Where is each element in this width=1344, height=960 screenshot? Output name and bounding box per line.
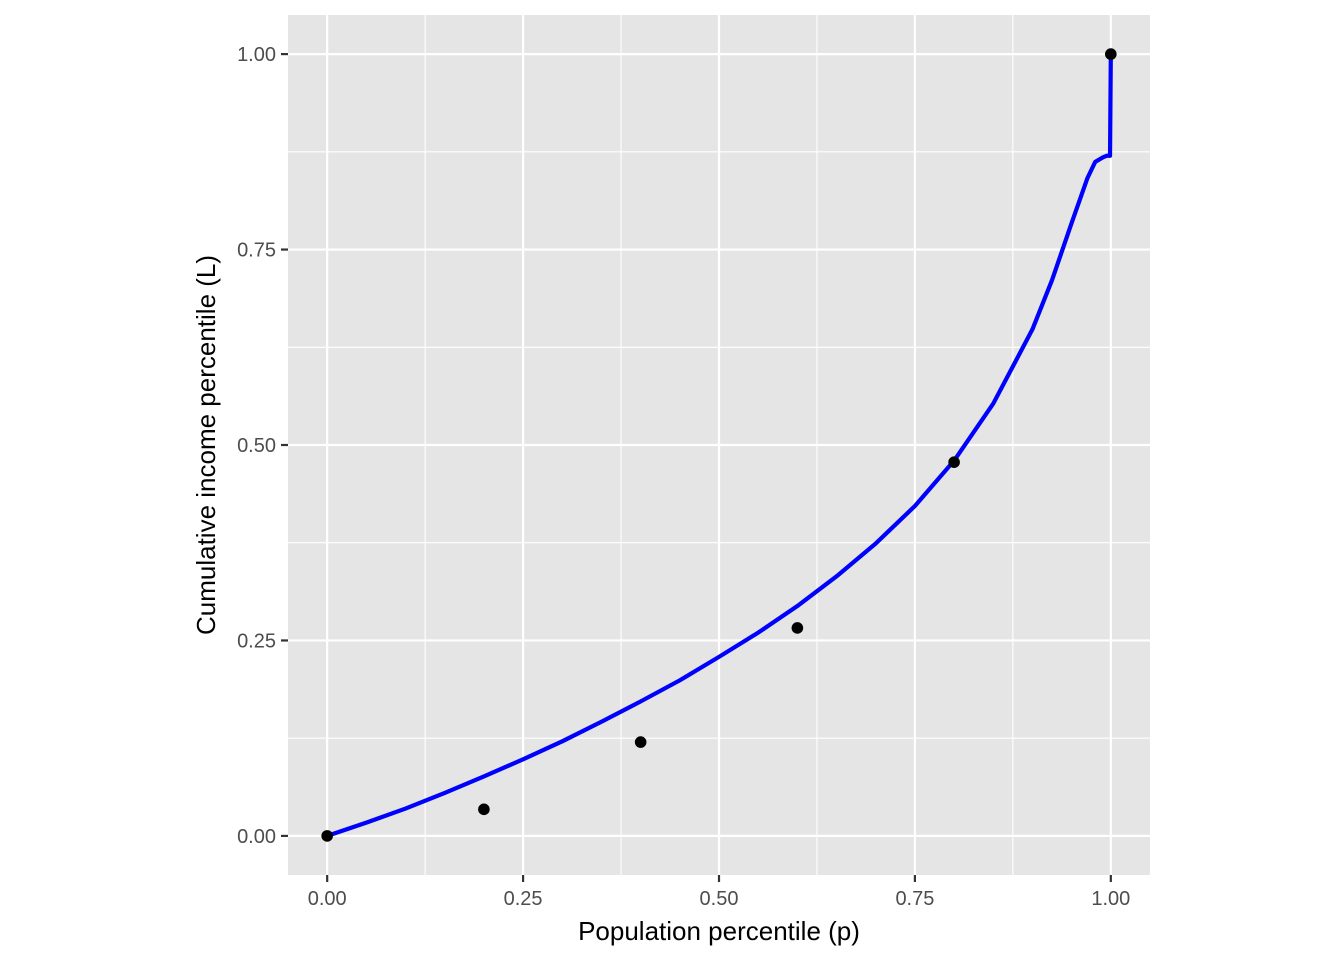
fitted-curve-layer xyxy=(326,54,1113,838)
x-tick-label: 0.00 xyxy=(308,888,347,910)
x-tick-label: 0.75 xyxy=(895,888,934,910)
y-tick-label: 0.50 xyxy=(237,435,276,457)
fitted-curve-line xyxy=(326,54,1113,838)
y-axis-title: Cumulative income percentile (L) xyxy=(191,255,221,635)
data-point xyxy=(948,456,960,469)
data-point xyxy=(634,736,647,748)
data-points-layer xyxy=(321,48,1117,842)
x-tick-label: 0.25 xyxy=(504,888,543,910)
x-tick-label: 1.00 xyxy=(1091,888,1130,910)
y-tick-label: 0.25 xyxy=(237,630,276,652)
data-point xyxy=(478,803,490,816)
data-point xyxy=(321,830,333,842)
y-tick-label: 1.00 xyxy=(237,44,276,66)
x-axis: 0.00 0.25 0.50 0.75 1.00 xyxy=(308,875,1130,910)
data-point xyxy=(791,622,804,634)
y-tick-label: 0.75 xyxy=(237,240,276,262)
x-axis-title: Population percentile (p) xyxy=(578,916,860,946)
y-tick-label: 0.00 xyxy=(237,826,276,848)
major-gridlines xyxy=(288,15,1150,875)
y-axis: 0.00 0.25 0.50 0.75 1.00 xyxy=(237,44,288,848)
x-tick-label: 0.50 xyxy=(700,888,739,910)
data-point xyxy=(1105,48,1117,60)
